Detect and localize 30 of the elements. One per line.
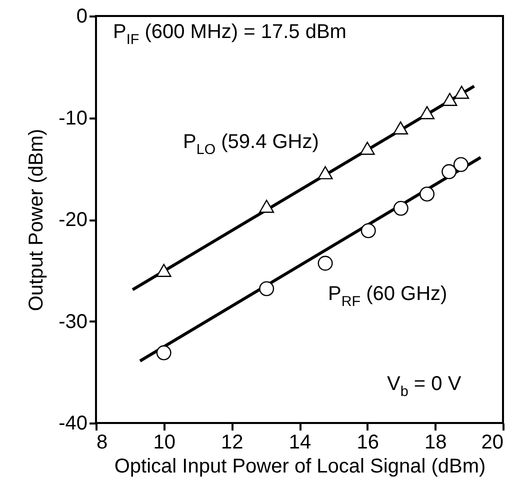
y-tick-label: -20 xyxy=(58,209,88,231)
y-tick-label: 0 xyxy=(76,6,88,28)
point xyxy=(318,166,333,180)
point xyxy=(420,186,435,202)
x-tick-label: 8 xyxy=(96,432,108,454)
point xyxy=(442,92,458,106)
x-axis-title: Optical Input Power of Local Signal (dBm) xyxy=(114,456,486,478)
x-tick-label: 18 xyxy=(424,432,447,454)
point xyxy=(420,106,435,120)
y-tick-label: -30 xyxy=(58,310,88,333)
point xyxy=(454,86,470,99)
x-tick-label: 10 xyxy=(153,432,176,454)
point xyxy=(453,157,468,172)
x-tick-label: 16 xyxy=(356,432,379,454)
x-tick-label: 12 xyxy=(221,432,244,454)
point xyxy=(318,256,333,271)
y-tick-label: -10 xyxy=(58,107,88,130)
point xyxy=(360,223,376,238)
point xyxy=(259,200,274,213)
y-axis-title: Output Power (dBm) xyxy=(26,128,48,312)
x-tick-label: 20 xyxy=(481,432,504,454)
point xyxy=(156,264,172,277)
point xyxy=(442,164,457,180)
point xyxy=(393,200,408,216)
x-tick-label: 14 xyxy=(288,432,312,454)
point xyxy=(259,281,274,296)
point xyxy=(156,345,172,360)
point xyxy=(360,142,375,155)
point xyxy=(393,121,408,134)
y-tick-label: -40 xyxy=(58,412,88,434)
